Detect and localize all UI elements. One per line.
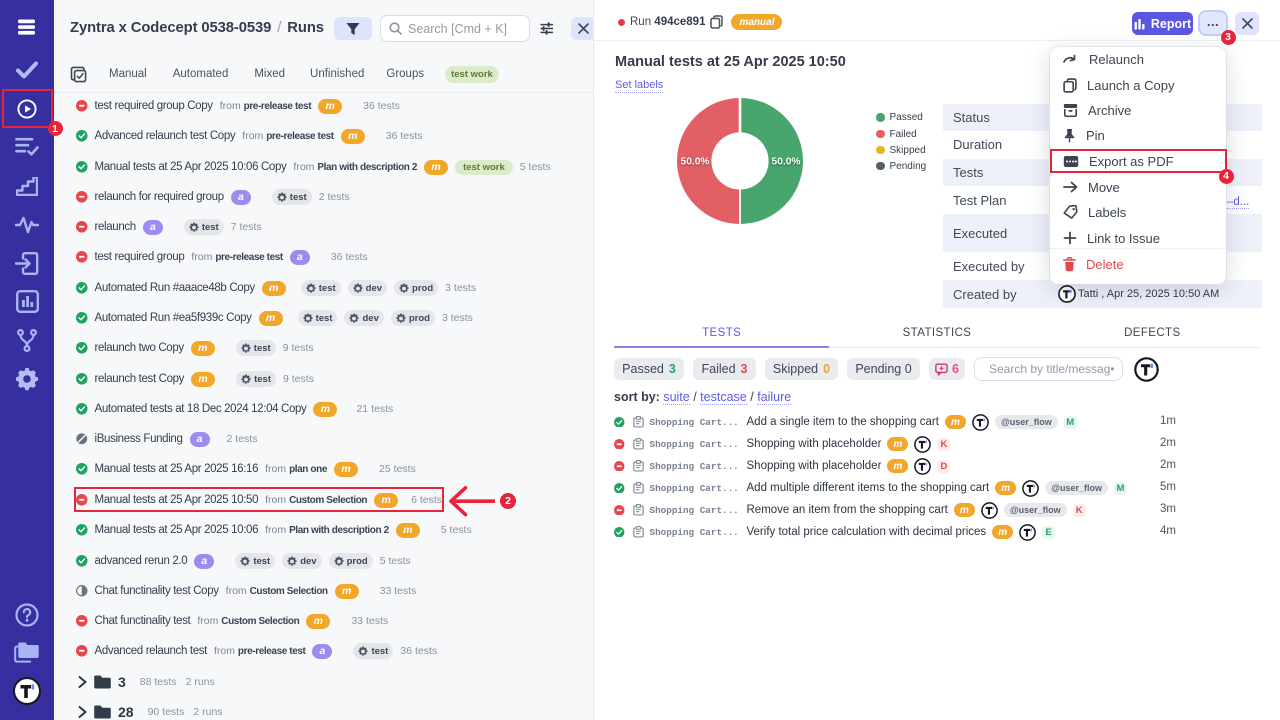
svg-text:50.0%: 50.0% <box>772 157 801 168</box>
svg-text:50.0%: 50.0% <box>681 157 710 168</box>
